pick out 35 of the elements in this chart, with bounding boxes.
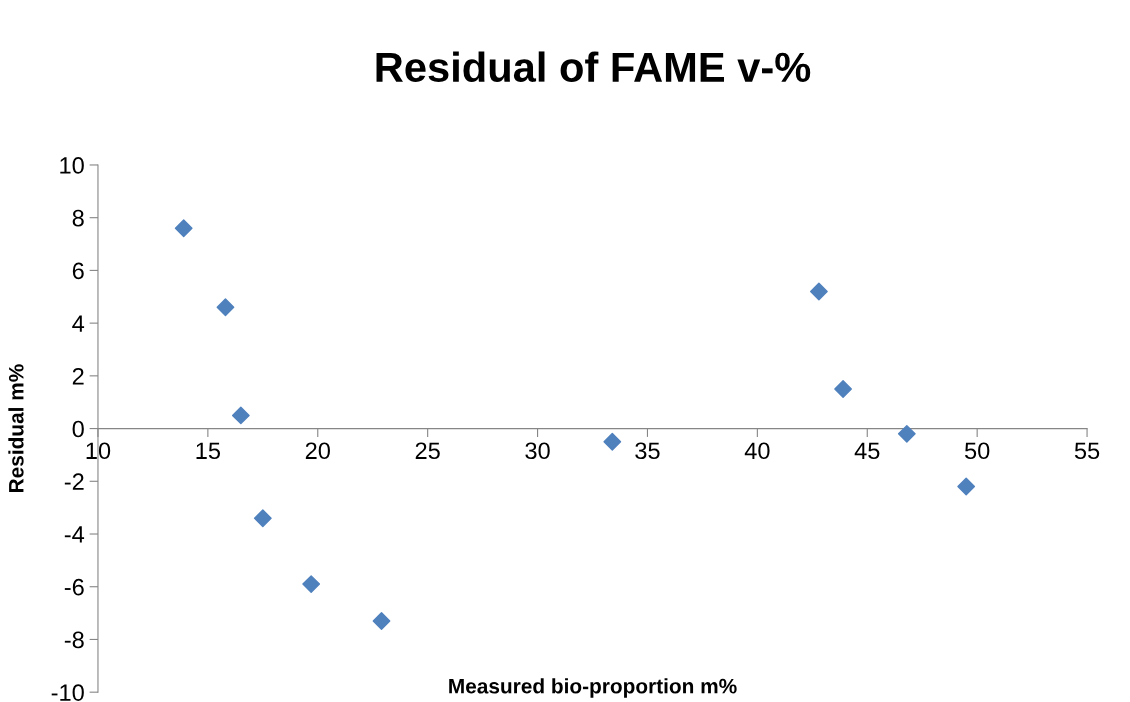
point <box>174 219 193 238</box>
point <box>302 575 321 594</box>
x-tick-label: 40 <box>744 442 770 460</box>
y-tick-label: 8 <box>72 209 84 227</box>
point <box>834 380 852 398</box>
x-axis-title: Measured bio-proportion m% <box>449 678 737 698</box>
x-tick-label: 20 <box>305 442 330 460</box>
y-tick-label: 2 <box>72 367 84 385</box>
point <box>231 406 250 425</box>
x-tick-label: 10 <box>86 442 111 460</box>
y-tick-label: -10 <box>51 684 84 701</box>
x-tick-label: 35 <box>635 442 660 460</box>
y-tick-label: -2 <box>64 473 84 490</box>
point <box>897 424 916 443</box>
y-tick-label: 10 <box>60 157 84 174</box>
x-tick-label: 55 <box>1074 442 1100 460</box>
y-tick-label: 4 <box>72 315 85 332</box>
point <box>957 477 976 496</box>
x-tick-label: 45 <box>854 442 880 460</box>
point <box>216 298 235 317</box>
point <box>809 282 828 301</box>
y-tick-label: -8 <box>64 631 84 649</box>
y-tick-label: -6 <box>64 578 84 596</box>
y-tick-label: -4 <box>64 526 85 543</box>
point <box>253 509 272 528</box>
x-tick-label: 30 <box>525 442 550 460</box>
y-tick-label: 6 <box>72 262 84 280</box>
chart-title: Residual of FAME v-% <box>376 51 811 83</box>
point <box>603 432 622 451</box>
y-tick-label: 0 <box>72 420 84 438</box>
x-tick-label: 50 <box>964 442 990 460</box>
point <box>372 612 391 630</box>
y-axis-title: Residual m% <box>8 364 24 493</box>
x-tick-label: 25 <box>415 442 440 460</box>
x-tick-label: 15 <box>196 442 221 460</box>
